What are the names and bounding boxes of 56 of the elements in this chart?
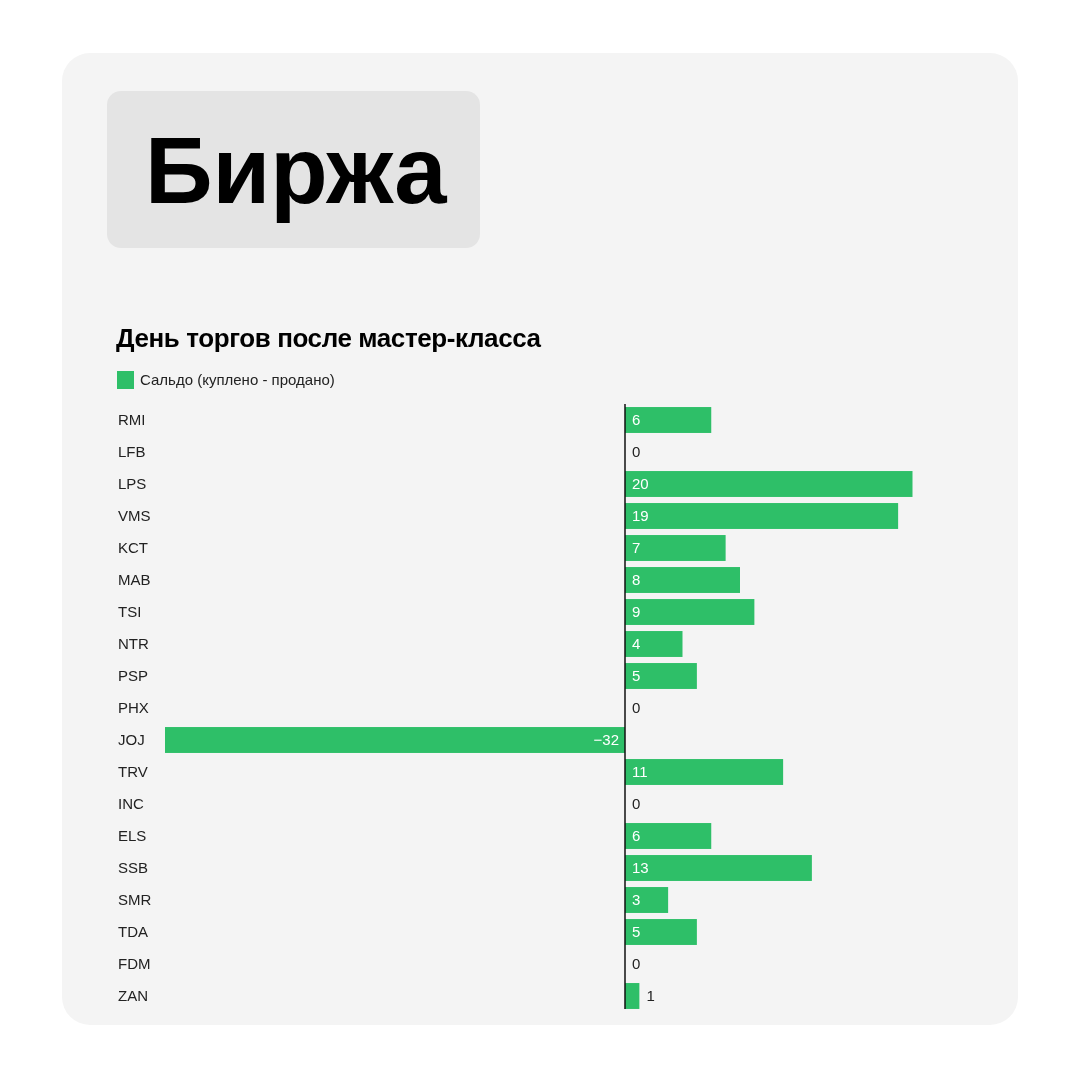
y-tick-label: NTR	[118, 635, 149, 653]
y-tick-label: TDA	[118, 923, 148, 941]
bar	[625, 919, 697, 945]
bar	[625, 503, 899, 529]
y-tick-label: JOJ	[118, 731, 145, 749]
y-tick-label: KCT	[118, 539, 148, 557]
data-label: −32	[593, 731, 619, 749]
data-label: 0	[632, 795, 641, 813]
y-tick-label: INC	[118, 795, 144, 813]
y-tick-label: PSP	[118, 667, 149, 685]
data-label: 1	[646, 987, 655, 1005]
data-label: 0	[632, 443, 641, 461]
y-tick-label: RMI	[118, 411, 146, 429]
data-label: 8	[632, 571, 641, 589]
y-tick-label: SMR	[118, 891, 152, 909]
data-label: 5	[632, 923, 641, 941]
y-tick-label: TRV	[118, 763, 148, 781]
y-tick-label: ELS	[118, 827, 147, 845]
bar	[625, 983, 640, 1009]
bar	[625, 631, 683, 657]
y-tick-label: FDM	[118, 955, 151, 973]
chart-subtitle: День торгов после мастер-класса	[116, 323, 542, 353]
data-label: 6	[632, 411, 641, 429]
data-label: 3	[632, 891, 641, 909]
bar	[625, 855, 812, 881]
data-label: 20	[632, 475, 649, 493]
y-tick-label: SSB	[118, 859, 149, 877]
data-label: 0	[632, 955, 641, 973]
y-tick-label: MAB	[118, 571, 151, 589]
bar	[625, 599, 755, 625]
data-label: 5	[632, 667, 641, 685]
bar	[625, 663, 697, 689]
y-tick-label: ZAN	[118, 987, 148, 1005]
chart-title: Биржа	[145, 118, 448, 223]
bar	[625, 535, 726, 561]
data-label: 11	[632, 763, 648, 781]
data-label: 6	[632, 827, 641, 845]
bar	[625, 823, 712, 849]
data-label: 9	[632, 603, 641, 621]
bar	[625, 887, 669, 913]
y-tick-label: LPS	[118, 475, 147, 493]
bar	[625, 471, 913, 497]
bar	[625, 567, 740, 593]
data-label: 19	[632, 507, 649, 525]
bar	[625, 407, 712, 433]
data-label: 4	[632, 635, 641, 653]
y-tick-label: LFB	[118, 443, 146, 461]
bar	[165, 727, 625, 753]
bar	[625, 759, 784, 785]
y-tick-label: VMS	[118, 507, 151, 525]
data-label: 7	[632, 539, 641, 557]
data-label: 0	[632, 699, 641, 717]
data-label: 13	[632, 859, 649, 877]
y-tick-label: TSI	[118, 603, 142, 621]
y-tick-label: PHX	[118, 699, 149, 717]
legend-label: Сальдо (куплено - продано)	[140, 371, 335, 389]
